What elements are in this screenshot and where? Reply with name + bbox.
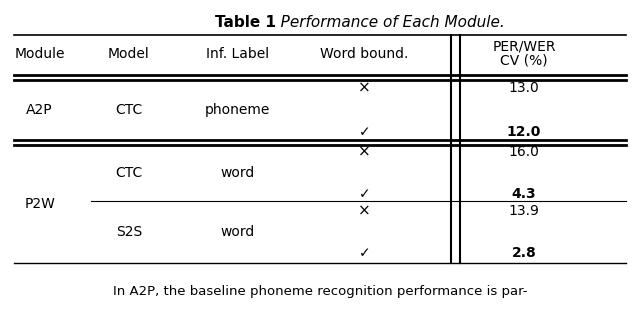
Text: ✓: ✓: [359, 246, 371, 260]
Text: word: word: [220, 225, 254, 239]
Text: 16.0: 16.0: [508, 145, 540, 159]
Text: ×: ×: [358, 145, 371, 160]
Text: PER/WER: PER/WER: [492, 40, 556, 54]
Text: 12.0: 12.0: [507, 126, 541, 139]
Text: ×: ×: [358, 80, 371, 95]
Text: P2W: P2W: [24, 197, 55, 211]
Text: 13.0: 13.0: [509, 81, 540, 95]
Text: ✓: ✓: [359, 126, 371, 139]
Text: A2P: A2P: [26, 103, 53, 117]
Text: 13.9: 13.9: [508, 204, 540, 218]
Text: Word bound.: Word bound.: [321, 47, 409, 61]
Text: .  Performance of Each Module.: . Performance of Each Module.: [266, 14, 504, 30]
Text: 2.8: 2.8: [511, 246, 536, 260]
Text: CTC: CTC: [115, 103, 143, 117]
Text: Model: Model: [108, 47, 150, 61]
Text: Table 1: Table 1: [215, 14, 276, 30]
Text: In A2P, the baseline phoneme recognition performance is par-: In A2P, the baseline phoneme recognition…: [113, 285, 527, 298]
Text: phoneme: phoneme: [204, 103, 270, 117]
Text: word: word: [220, 166, 254, 180]
Text: CV (%): CV (%): [500, 53, 548, 67]
Text: Module: Module: [14, 47, 65, 61]
Text: ✓: ✓: [359, 187, 371, 201]
Text: S2S: S2S: [116, 225, 142, 239]
Text: CTC: CTC: [115, 166, 143, 180]
Text: Inf. Label: Inf. Label: [205, 47, 269, 61]
Text: ×: ×: [358, 204, 371, 219]
Text: 4.3: 4.3: [511, 187, 536, 201]
